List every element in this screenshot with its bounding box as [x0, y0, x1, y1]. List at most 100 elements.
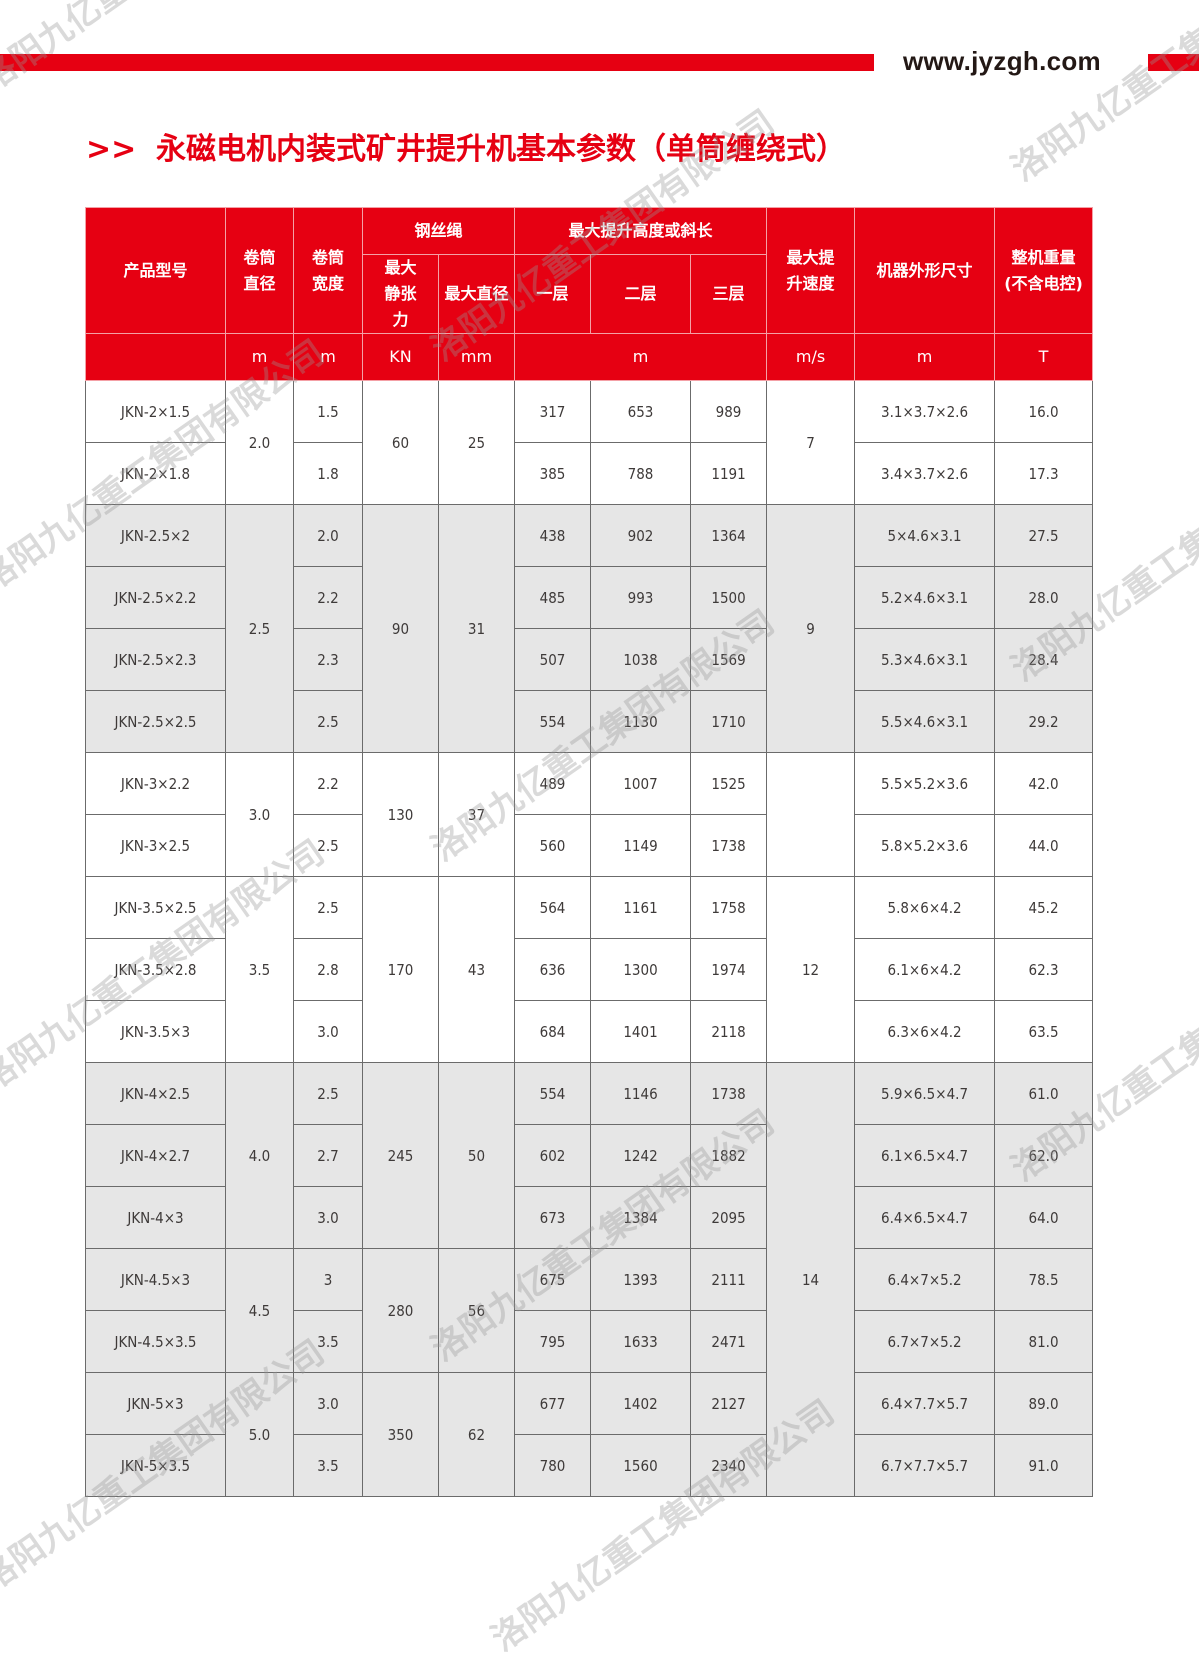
cell-layer2: 1149	[590, 814, 692, 877]
cell-weight: 89.0	[994, 1372, 1094, 1435]
cell-layer3: 1738	[690, 1062, 768, 1125]
watermark-text: 洛阳九亿重工集团有限公司	[0, 0, 332, 100]
cell-layer2: 1560	[590, 1434, 692, 1497]
cell-drum-diameter: 3.5	[225, 876, 294, 1063]
cell-model: JKN-3.5×3	[85, 1000, 226, 1063]
cell-model: JKN-5×3	[85, 1372, 226, 1435]
unit-drum-width: m	[293, 333, 363, 381]
cell-dims: 6.1×6×4.2	[854, 938, 996, 1001]
table-row: JKN-2.5×2.5 2.5 554 1130 1710 5.5×4.6×3.1 29.2	[85, 690, 1094, 753]
cell-dims: 5.9×6.5×4.7	[854, 1062, 996, 1125]
cell-layer3: 1525	[690, 752, 768, 815]
cell-speed: 14	[766, 1062, 856, 1497]
cell-layer2: 1402	[590, 1372, 692, 1435]
cell-dims: 6.4×7×5.2	[854, 1248, 996, 1311]
table-row: JKN-3×2.2 3.0 2.2 130 37 489 1007 1525 5.5×5.2×3…	[85, 752, 1094, 877]
cell-weight: 45.2	[994, 876, 1094, 939]
header-rope-diameter: 最大直径	[437, 254, 516, 334]
cell-weight: 17.3	[994, 442, 1094, 505]
cell-layer3: 1191	[690, 442, 768, 505]
cell-model: JKN-2.5×2.3	[85, 628, 226, 691]
cell-drum-width: 2.0	[293, 504, 363, 567]
cell-model: JKN-2.5×2	[85, 504, 226, 567]
table-row: JKN-3×2.5 2.5 560 1149 1738 5.8×5.2×3.6 44.0	[85, 814, 1094, 877]
cell-layer3: 1569	[690, 628, 768, 691]
header-model: 产品型号	[85, 207, 226, 334]
cell-dims: 6.1×6.5×4.7	[854, 1124, 996, 1187]
cell-layer2: 788	[590, 442, 692, 505]
website-url: www.jyzgh.com	[903, 46, 1101, 76]
cell-rope-diameter: 50	[437, 1062, 516, 1249]
cell-drum-width: 1.8	[293, 442, 363, 505]
cell-model: JKN-2×1.8	[85, 442, 226, 505]
cell-layer1: 564	[514, 876, 592, 939]
cell-layer1: 684	[514, 1000, 592, 1063]
cell-speed: 12	[766, 876, 856, 1063]
cell-layer2: 1161	[590, 876, 692, 939]
header-speed: 最大提升速度	[766, 207, 856, 334]
cell-layer1: 438	[514, 504, 592, 567]
title-text: 永磁电机内装式矿井提升机基本参数（单筒缠绕式）	[156, 132, 846, 167]
cell-layer3: 2095	[690, 1186, 768, 1249]
cell-dims: 5.8×5.2×3.6	[854, 814, 996, 877]
cell-drum-width: 3	[293, 1248, 363, 1311]
cell-dims: 6.4×6.5×4.7	[854, 1186, 996, 1249]
cell-layer1: 602	[514, 1124, 592, 1187]
table-row: JKN-3.5×2.8 2.8 636 1300 1974 6.1×6×4.2 62.3	[85, 938, 1094, 1001]
table-row: JKN-2.5×2.3 2.3 507 1038 1569 5.3×4.6×3.1 28.4	[85, 628, 1094, 691]
cell-drum-width: 3.5	[293, 1310, 363, 1373]
table-body: JKN-2×1.5 2.0 1.5 60 25 317 653 989 7 3.1×3.7×2.6…	[85, 380, 1094, 1497]
header-layer1: 一层	[514, 254, 592, 334]
table-row: JKN-5×3 5.0 3.0 350 62 677 1402 2127 6.4×7.7×5.7…	[85, 1372, 1094, 1497]
cell-model: JKN-3.5×2.5	[85, 876, 226, 939]
cell-model: JKN-2.5×2.2	[85, 566, 226, 629]
cell-rope-diameter: 43	[437, 876, 516, 1063]
table-row: JKN-3.5×2.5 3.5 2.5 170 43 564 1161 1758 12 5.8×6…	[85, 876, 1094, 1063]
cell-model: JKN-5×3.5	[85, 1434, 226, 1497]
header-dims: 机器外形尺寸	[854, 207, 996, 334]
cell-layer1: 554	[514, 1062, 592, 1125]
header-rope: 钢丝绳	[361, 207, 516, 255]
unit-weight: T	[994, 333, 1094, 381]
header-drum-diameter: 卷筒直径	[225, 207, 294, 334]
cell-model: JKN-4×3	[85, 1186, 226, 1249]
cell-layer3: 1710	[690, 690, 768, 753]
unit-model	[85, 333, 226, 381]
cell-rope-tension: 60	[362, 380, 439, 505]
cell-layer3: 2340	[690, 1434, 768, 1497]
cell-rope-tension: 130	[362, 752, 439, 877]
cell-layer2: 1242	[590, 1124, 692, 1187]
header-red-bar-right	[1148, 54, 1199, 71]
table-row: JKN-2.5×2.2 2.2 485 993 1500 5.2×4.6×3.1 28.0	[85, 566, 1094, 629]
cell-dims: 6.7×7.7×5.7	[854, 1434, 996, 1497]
cell-model: JKN-3×2.2	[85, 752, 226, 815]
spec-table: 产品型号 卷筒直径 卷筒宽度 钢丝绳 最大提升高度或斜长 最大提升速度 机器外形…	[85, 207, 1094, 1497]
cell-drum-width: 3.0	[293, 1000, 363, 1063]
header-height: 最大提升高度或斜长	[514, 207, 768, 255]
cell-model: JKN-3×2.5	[85, 814, 226, 877]
cell-dims: 5.8×6×4.2	[854, 876, 996, 939]
cell-layer3: 1364	[690, 504, 768, 567]
cell-drum-diameter: 3.0	[225, 752, 294, 877]
header-layer2: 二层	[590, 254, 692, 334]
header-red-bar	[0, 54, 874, 71]
cell-weight: 62.3	[994, 938, 1094, 1001]
cell-layer1: 489	[514, 752, 592, 815]
cell-drum-diameter: 5.0	[225, 1372, 294, 1497]
cell-drum-diameter: 2.5	[225, 504, 294, 753]
cell-layer2: 1384	[590, 1186, 692, 1249]
cell-rope-tension: 280	[362, 1248, 439, 1373]
cell-layer2: 1633	[590, 1310, 692, 1373]
cell-drum-diameter: 2.0	[225, 380, 294, 505]
cell-drum-width: 2.5	[293, 876, 363, 939]
unit-dims: m	[854, 333, 996, 381]
cell-weight: 27.5	[994, 504, 1094, 567]
cell-rope-tension: 170	[362, 876, 439, 1063]
cell-weight: 64.0	[994, 1186, 1094, 1249]
cell-dims: 5.2×4.6×3.1	[854, 566, 996, 629]
table-row: JKN-4×2.5 4.0 2.5 245 50 554 1146 1738 14 5.9×6.5…	[85, 1062, 1094, 1497]
cell-weight: 28.0	[994, 566, 1094, 629]
cell-dims: 5×4.6×3.1	[854, 504, 996, 567]
cell-layer2: 902	[590, 504, 692, 567]
header-rope-tension: 最大静张力	[362, 254, 439, 334]
